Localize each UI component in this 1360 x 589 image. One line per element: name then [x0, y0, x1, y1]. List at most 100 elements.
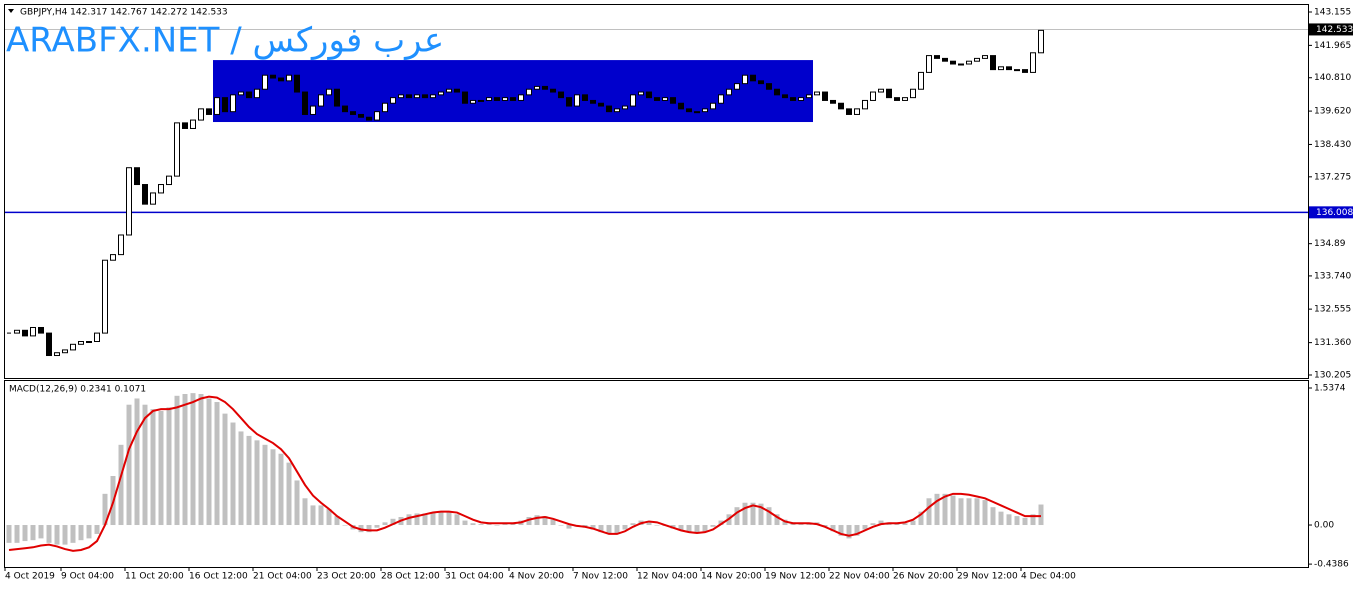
- candle: [734, 83, 740, 90]
- macd-bar: [166, 407, 172, 526]
- candle: [190, 119, 196, 129]
- candle: [238, 91, 244, 96]
- candle: [46, 332, 52, 357]
- macd-bar: [478, 524, 484, 526]
- candle: [334, 88, 340, 107]
- candle: [214, 97, 220, 115]
- candle: [742, 74, 748, 85]
- candle: [390, 97, 396, 104]
- macd-bar: [6, 525, 12, 543]
- candle: [278, 77, 284, 82]
- macd-bar: [966, 498, 972, 526]
- candle: [966, 60, 972, 65]
- macd-bar: [70, 525, 76, 543]
- candle: [638, 91, 644, 96]
- y-tick-label: 141.965: [1314, 41, 1351, 51]
- candle: [126, 167, 132, 236]
- x-tick-label: 19 Nov 12:00: [765, 572, 826, 582]
- macd-bar: [878, 520, 884, 526]
- macd-bar: [238, 431, 244, 526]
- x-tick-label: 23 Oct 20:00: [317, 572, 376, 582]
- header-arrow: [8, 9, 14, 13]
- y-tick-label: 133.740: [1314, 271, 1351, 281]
- macd-bar: [342, 525, 348, 526]
- macd-bar: [174, 395, 180, 526]
- candle: [246, 91, 252, 99]
- watermark: ARABFX.NET / عرب فوركس: [6, 21, 444, 61]
- y-tick-label: 131.360: [1314, 338, 1351, 348]
- candle: [606, 105, 612, 113]
- macd-bar: [198, 394, 204, 526]
- candle: [542, 85, 548, 90]
- candle: [550, 88, 556, 93]
- macd-bar: [542, 516, 548, 526]
- macd-bar: [758, 503, 764, 526]
- macd-bar: [126, 404, 132, 526]
- candle: [182, 122, 188, 129]
- candle: [814, 91, 820, 96]
- macd-bar: [998, 511, 1004, 526]
- candle: [990, 55, 996, 71]
- candle: [782, 94, 788, 99]
- macd-bar: [46, 525, 52, 543]
- candle: [502, 97, 508, 101]
- macd-bar: [950, 495, 956, 526]
- macd-bar: [910, 520, 916, 526]
- candle: [806, 94, 812, 99]
- macd-bar: [646, 521, 652, 526]
- y-tick-label: 134.89: [1314, 239, 1346, 249]
- candle: [102, 259, 108, 334]
- candle: [150, 192, 156, 205]
- y-tick-label: 130.205: [1314, 371, 1351, 381]
- x-tick-label: 7 Nov 12:00: [573, 572, 628, 582]
- candle: [582, 94, 588, 101]
- candle: [478, 99, 484, 102]
- macd-bar: [926, 498, 932, 526]
- macd-bar: [614, 525, 620, 534]
- macd-bar: [302, 498, 308, 526]
- candle: [374, 111, 380, 121]
- macd-bar: [22, 525, 28, 542]
- candle: [958, 63, 964, 66]
- macd-bar: [694, 525, 700, 534]
- current-price-box: [1309, 23, 1353, 36]
- macd-bar: [270, 449, 276, 526]
- candle: [934, 55, 940, 59]
- candle: [774, 88, 780, 96]
- macd-bar: [294, 480, 300, 526]
- macd-bar: [958, 498, 964, 526]
- macd-bar: [718, 520, 724, 526]
- x-tick-label: 21 Oct 04:00: [253, 572, 312, 582]
- candle: [198, 108, 204, 121]
- candle: [878, 88, 884, 93]
- macd-bar: [1014, 516, 1020, 526]
- candle: [134, 167, 140, 186]
- macd-bar: [630, 523, 636, 526]
- y-tick-label: -0.4386: [1314, 560, 1349, 570]
- macd-bar: [566, 525, 572, 529]
- candle: [1014, 69, 1020, 72]
- candle: [110, 254, 116, 261]
- candle: [302, 91, 308, 115]
- candle: [438, 91, 444, 96]
- candle: [790, 97, 796, 101]
- candle: [118, 234, 124, 256]
- candle: [206, 108, 212, 115]
- candle: [854, 108, 860, 115]
- x-tick-label: 29 Nov 12:00: [957, 572, 1018, 582]
- y-tick-label: 132.555: [1314, 305, 1351, 315]
- candle: [326, 88, 332, 96]
- x-tick-label: 28 Oct 12:00: [381, 572, 440, 582]
- candle: [54, 352, 60, 357]
- macd-bar: [942, 493, 948, 526]
- macd-bar: [54, 525, 60, 545]
- hline-label: 136.008: [1316, 208, 1353, 218]
- macd-bar: [734, 507, 740, 526]
- candle: [1030, 52, 1036, 73]
- candle: [382, 102, 388, 113]
- candle: [678, 102, 684, 110]
- macd-bar: [750, 502, 756, 526]
- macd-bar: [310, 505, 316, 526]
- candle: [318, 94, 324, 107]
